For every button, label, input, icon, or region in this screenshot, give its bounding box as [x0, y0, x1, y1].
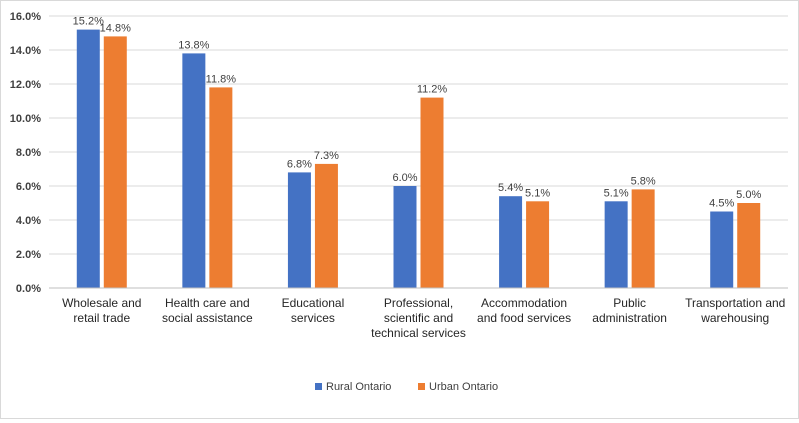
data-label: 5.8%: [631, 175, 656, 187]
x-axis: Wholesale and retail trade Health care and…: [49, 287, 788, 340]
category-label-line: scientific and: [384, 311, 453, 325]
category-label: Public administration: [592, 296, 667, 325]
bar-rural: [499, 196, 523, 288]
category-label: Professional, scientific and technical ser…: [371, 296, 466, 340]
data-label: 6.8%: [287, 158, 312, 170]
data-label: 5.0%: [736, 189, 761, 201]
category-label: Transportation and warehousing: [685, 296, 785, 325]
category-label: Wholesale and retail trade: [62, 296, 141, 325]
bar-urban: [209, 87, 233, 289]
bar-urban: [526, 201, 550, 288]
legend-swatch-urban: [418, 383, 425, 390]
category-label-line: Professional,: [384, 296, 453, 310]
y-tick-label: 16.0%: [10, 11, 41, 23]
data-label: 11.8%: [206, 73, 237, 85]
category-label-line: Health care and: [165, 296, 250, 310]
category-label-line: administration: [592, 311, 667, 325]
category-label: Health care and social assistance: [162, 296, 253, 325]
bar-urban: [737, 203, 761, 288]
category-label-line: Accommodation: [481, 296, 567, 310]
category-label-line: social assistance: [162, 311, 253, 325]
category-label: Educational services: [282, 296, 345, 325]
data-label: 6.0%: [392, 172, 417, 184]
data-label: 7.3%: [314, 150, 339, 162]
bar-rural: [182, 53, 206, 289]
legend: Rural Ontario Urban Ontario: [315, 381, 498, 393]
category-label-line: Educational: [282, 296, 345, 310]
bar-urban: [103, 36, 127, 289]
bars: [76, 29, 761, 289]
y-tick-label: 4.0%: [16, 215, 41, 227]
data-labels: 15.2%14.8% 13.8% 11.8% 6.8%7.3% 6.0% 11.2% 5.4…: [73, 16, 762, 210]
y-tick-label: 12.0%: [10, 79, 41, 91]
category-label-line: technical services: [371, 326, 466, 340]
data-label: 5.1%: [525, 187, 550, 199]
y-tick-label: 10.0%: [10, 113, 41, 125]
y-tick-label: 6.0%: [16, 181, 41, 193]
data-label: 4.5%: [709, 198, 734, 210]
y-axis: 0.0% 2.0% 4.0% 6.0% 8.0% 10.0% 12.0% 14.0% 16.0%: [10, 11, 41, 295]
data-label: 11.2%: [417, 84, 448, 96]
y-tick-label: 2.0%: [16, 249, 41, 261]
legend-label: Rural Ontario: [326, 381, 391, 393]
bar-rural: [76, 29, 100, 288]
bar-rural: [287, 172, 311, 288]
y-tick-label: 8.0%: [16, 147, 41, 159]
bar-urban: [631, 189, 655, 288]
data-label: 15.2%: [73, 16, 104, 28]
bar-urban: [314, 163, 338, 288]
category-label-line: warehousing: [700, 311, 769, 325]
category-label-line: and food services: [477, 311, 571, 325]
legend-swatch-rural: [315, 383, 322, 390]
category-label-line: Public: [613, 296, 646, 310]
bar-urban: [420, 97, 444, 288]
y-tick-label: 14.0%: [10, 45, 41, 57]
gridlines: [49, 15, 788, 255]
y-tick-label: 0.0%: [16, 283, 41, 295]
data-label: 13.8%: [178, 39, 209, 51]
bar-rural: [710, 211, 734, 288]
category-label: Accommodation and food services: [477, 296, 571, 325]
category-label-line: services: [291, 311, 335, 325]
category-label-line: retail trade: [73, 311, 130, 325]
data-label: 5.4%: [498, 182, 523, 194]
data-label: 14.8%: [100, 22, 131, 34]
legend-label: Urban Ontario: [429, 381, 498, 393]
category-label-line: Transportation and: [685, 296, 785, 310]
category-label-line: Wholesale and: [62, 296, 141, 310]
data-label: 5.1%: [604, 187, 629, 199]
bar-rural: [604, 201, 628, 288]
bar-rural: [393, 186, 417, 288]
